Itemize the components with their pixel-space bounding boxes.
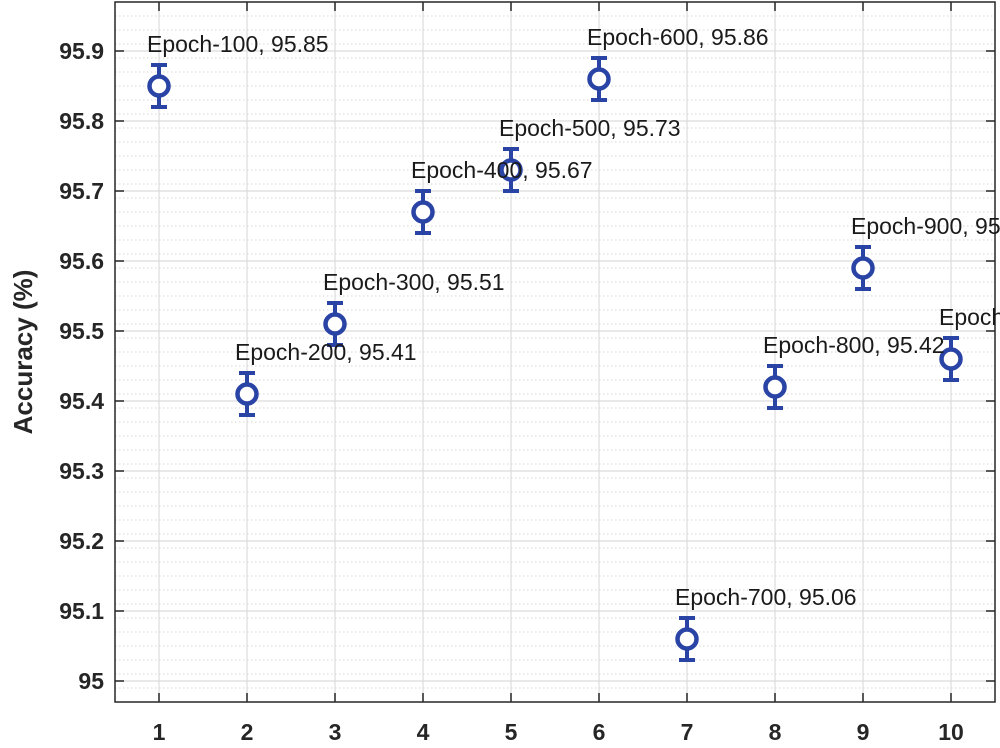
x-tick-label: 3 (329, 719, 342, 745)
x-tick-label: 7 (681, 719, 694, 745)
minor-grid (115, 1, 995, 703)
point-marker (235, 382, 259, 406)
point-label: Epoch-600, 95.86 (587, 24, 769, 50)
data-point (235, 371, 259, 417)
point-marker (323, 312, 347, 336)
point-marker (499, 158, 523, 182)
data-point (323, 301, 347, 347)
y-tick-label: 95 (78, 668, 104, 694)
point-marker (939, 347, 963, 371)
data-point (851, 245, 875, 291)
x-tick-label: 1 (153, 719, 166, 745)
x-tick-label: 10 (938, 719, 964, 745)
point-label: Epoch-300, 95.51 (323, 269, 505, 295)
plot-frame (114, 1, 996, 703)
point-marker (411, 200, 435, 224)
point-label: Epoch-200, 95.41 (235, 339, 417, 365)
x-tick-label: 6 (593, 719, 606, 745)
data-labels: Epoch-100, 95.85 Epoch-200, 95.41 Epoch-30… (147, 24, 1000, 610)
major-grid (115, 2, 995, 702)
x-tick-label: 8 (769, 719, 782, 745)
axis-ticks (115, 2, 995, 702)
y-tick-label: 95.2 (59, 528, 104, 554)
x-tick-label: 9 (857, 719, 870, 745)
point-marker (763, 375, 787, 399)
x-tick-label: 4 (417, 719, 430, 745)
x-tick-label: 2 (241, 719, 254, 745)
x-tick-labels: 1 2 3 4 5 6 7 8 9 10 (153, 719, 964, 745)
point-marker (675, 627, 699, 651)
point-marker (851, 256, 875, 280)
point-label: Epoch-400, 95.67 (411, 157, 593, 183)
y-tick-label: 95.9 (59, 38, 104, 64)
y-tick-label: 95.5 (59, 318, 104, 344)
data-point (939, 336, 963, 382)
y-tick-labels: 95 95.1 95.2 95.3 95.4 95.5 95.6 95.7 95.8 95.9 (59, 38, 104, 694)
y-tick-label: 95.6 (59, 248, 104, 274)
data-point (587, 56, 611, 102)
point-marker (147, 74, 171, 98)
data-point (675, 616, 699, 662)
point-label: Epoch-800, 95.42 (763, 332, 945, 358)
y-tick-label: 95.7 (59, 178, 104, 204)
y-tick-label: 95.3 (59, 458, 104, 484)
y-tick-label: 95.1 (59, 598, 104, 624)
point-label: Epoch-700, 95.06 (675, 584, 857, 610)
data-point (147, 63, 171, 109)
data-point (411, 189, 435, 235)
data-points (147, 56, 963, 662)
y-tick-label: 95.8 (59, 108, 104, 134)
x-tick-label: 5 (505, 719, 518, 745)
data-point (499, 147, 523, 193)
point-label: Epoch-500, 95.73 (499, 115, 681, 141)
point-label: Epoch-1000, 95.46 (939, 304, 1000, 330)
point-label: Epoch-100, 95.85 (147, 31, 329, 57)
y-tick-label: 95.4 (59, 388, 104, 414)
data-point (763, 364, 787, 410)
y-axis-title: Accuracy (%) (8, 270, 38, 435)
point-label: Epoch-900, 95.59 (851, 213, 1000, 239)
point-marker (587, 67, 611, 91)
